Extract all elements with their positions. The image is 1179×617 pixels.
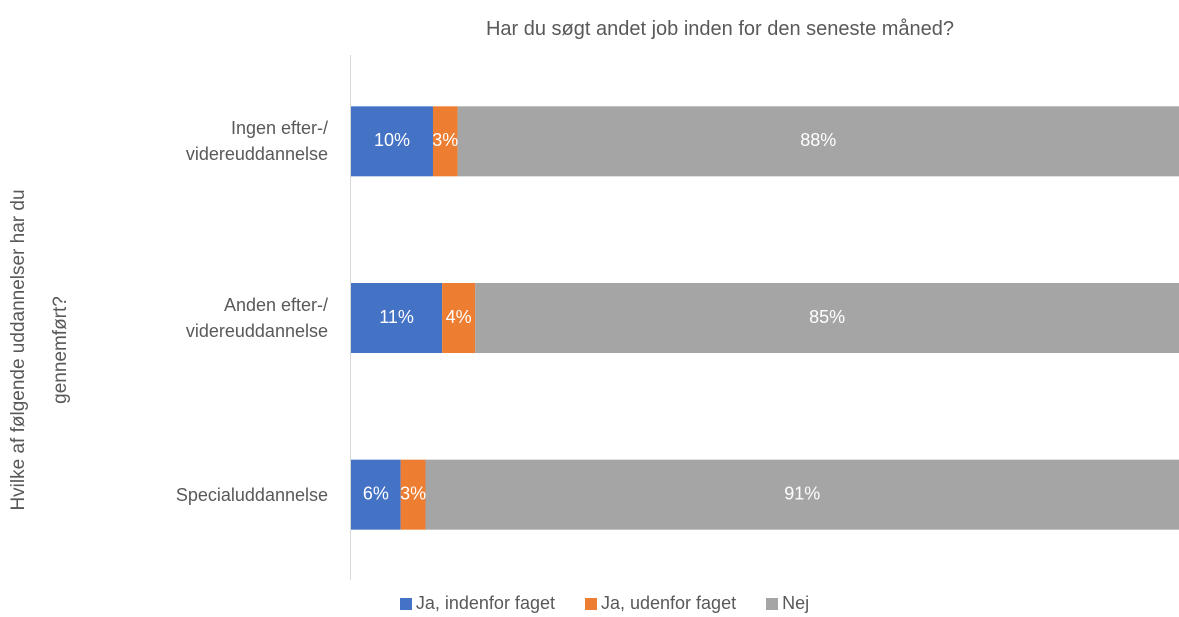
data-label: 91%	[784, 483, 820, 503]
legend-swatch	[399, 597, 412, 610]
legend-item: Nej	[766, 593, 809, 614]
data-label: 3%	[432, 130, 458, 150]
chart-title: Har du søgt andet job inden for den sene…	[485, 18, 955, 40]
legend-label: Nej	[782, 593, 810, 613]
data-label: 11%	[379, 307, 414, 327]
legend-swatch	[766, 597, 779, 610]
bar-segment	[457, 106, 1179, 177]
category-label: Specialuddannelse	[175, 484, 328, 505]
data-label: 10%	[374, 130, 410, 150]
category-label: Ingen efter-/ videreuddannelse	[185, 118, 328, 165]
bar-segment	[351, 106, 433, 177]
bar-segment	[351, 283, 443, 353]
legend: Ja, indenfor faget Ja, udenfor faget Nej	[0, 593, 1179, 614]
legend-item: Ja, indenfor faget	[399, 593, 555, 614]
y-axis-title: Hvilke af følgende uddannelser har du ge…	[8, 189, 71, 511]
data-label: 6%	[363, 483, 389, 503]
bar-segment	[351, 459, 401, 530]
data-label: 85%	[809, 307, 845, 327]
bar-segment	[400, 459, 426, 530]
data-label: 3%	[400, 483, 426, 503]
bar-segment	[475, 283, 1179, 353]
bar-segment	[425, 459, 1179, 530]
bar-segment	[442, 283, 476, 353]
category-label: Anden efter-/ videreuddannelse	[185, 295, 328, 341]
legend-label: Ja, indenfor faget	[415, 593, 555, 613]
data-label: 88%	[800, 130, 836, 150]
legend-item: Ja, udenfor faget	[584, 593, 737, 614]
data-label: 4%	[446, 307, 472, 327]
legend-label: Ja, udenfor faget	[600, 593, 737, 613]
legend-swatch	[584, 597, 597, 610]
bar-segment	[432, 106, 458, 177]
